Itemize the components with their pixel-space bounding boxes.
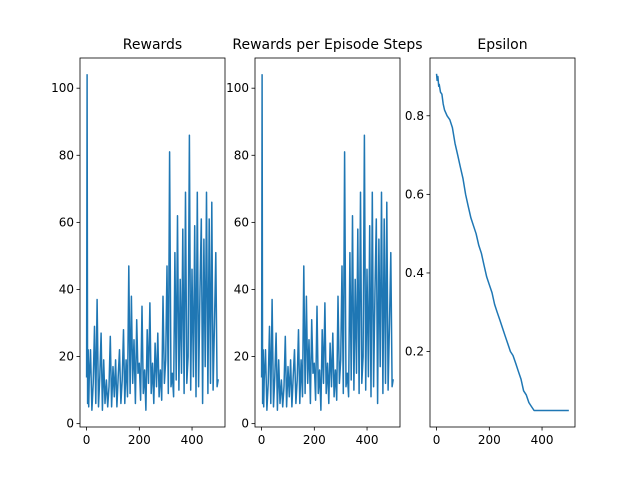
y-tick-label: 0.8	[405, 109, 424, 123]
subplot-2: 0 200 400 0 20 40 60 80 100 Rewards per Episode S…	[226, 37, 423, 447]
x-tick-label: 0	[258, 433, 266, 447]
y-tick-label: 20	[59, 350, 74, 364]
y-tick-label: 80	[234, 148, 249, 162]
y-tick-label: 20	[234, 350, 249, 364]
series-line-2-1	[260, 74, 394, 411]
y-tick-label: 60	[59, 215, 74, 229]
y-tick-label: 0.2	[405, 345, 424, 359]
axes-frame	[429, 57, 576, 428]
axes-frame	[79, 57, 226, 428]
y-tick-label: 0.6	[405, 187, 424, 201]
y-tick-label: 0	[241, 417, 249, 431]
series-line-3-1	[435, 73, 569, 412]
y-tick-label: 0	[66, 417, 74, 431]
y-tick-label: 0.4	[405, 266, 424, 280]
x-tick-label: 200	[478, 433, 501, 447]
y-tick-label: 40	[234, 282, 249, 296]
x-tick-label: 200	[128, 433, 151, 447]
x-tick-label: 0	[83, 433, 91, 447]
y-tick-label: 80	[59, 148, 74, 162]
series-line-1-1	[85, 74, 219, 411]
y-tick-label: 40	[59, 282, 74, 296]
chart-title: Rewards per Episode Steps	[232, 37, 422, 53]
x-tick-label: 200	[303, 433, 326, 447]
x-tick-label: 400	[181, 433, 204, 447]
subplot-3: 0 200 400 0.2 0.4 0.6 0.8 Epsilon	[405, 37, 576, 447]
x-tick-label: 0	[433, 433, 441, 447]
axes-frame	[254, 57, 401, 428]
chart-title: Epsilon	[477, 37, 527, 53]
chart-title: Rewards	[123, 37, 182, 53]
x-tick-label: 400	[356, 433, 379, 447]
subplot-1: 0 200 400 0 20 40 60 80 100 Rewards	[51, 37, 226, 447]
y-tick-label: 100	[51, 81, 74, 95]
y-tick-label: 100	[226, 81, 249, 95]
x-tick-label: 400	[531, 433, 554, 447]
y-tick-label: 60	[234, 215, 249, 229]
